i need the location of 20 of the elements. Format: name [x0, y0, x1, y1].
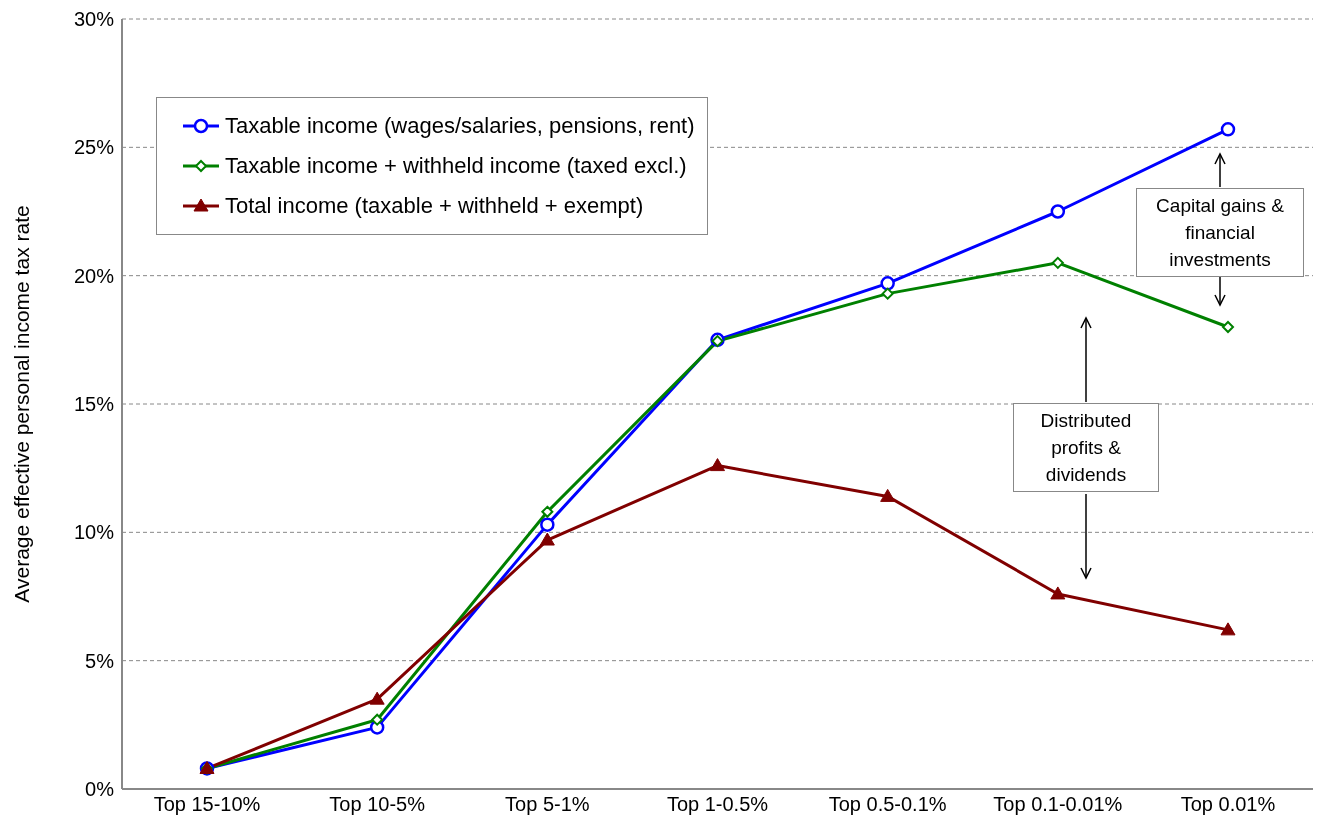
y-tick-label: 0% — [85, 778, 115, 801]
y-tick-label: 20% — [73, 264, 115, 287]
y-tick-label: 25% — [73, 136, 115, 159]
x-tick-label: Top 5-1% — [505, 793, 590, 816]
y-tick-label: 30% — [73, 8, 115, 31]
x-tick-label: Top 15-10% — [153, 793, 261, 816]
legend-label: Taxable income (wages/salaries, pensions, rent) — [225, 113, 695, 139]
y-tick-label: 10% — [73, 521, 115, 544]
y-tick-label: 5% — [85, 649, 115, 672]
y-tick-label: 15% — [73, 393, 115, 416]
x-tick-label: Top 10-5% — [329, 793, 426, 816]
annotation: Distributed profits & dividends — [1013, 403, 1159, 492]
x-tick-label: Top 0.5-0.1% — [828, 793, 947, 816]
x-tick-label: Top 0.01% — [1180, 793, 1276, 816]
x-tick-label: Top 0.1-0.01% — [993, 793, 1123, 816]
y-axis-title: Average effective personal income tax rate — [10, 205, 34, 603]
legend-label: Taxable income + withheld income (taxed excl.) — [225, 153, 687, 179]
legend-label: Total income (taxable + withheld + exempt) — [225, 193, 644, 219]
x-tick-label: Top 1-0.5% — [666, 793, 769, 816]
annotation: Capital gains & financial investments — [1136, 188, 1304, 277]
